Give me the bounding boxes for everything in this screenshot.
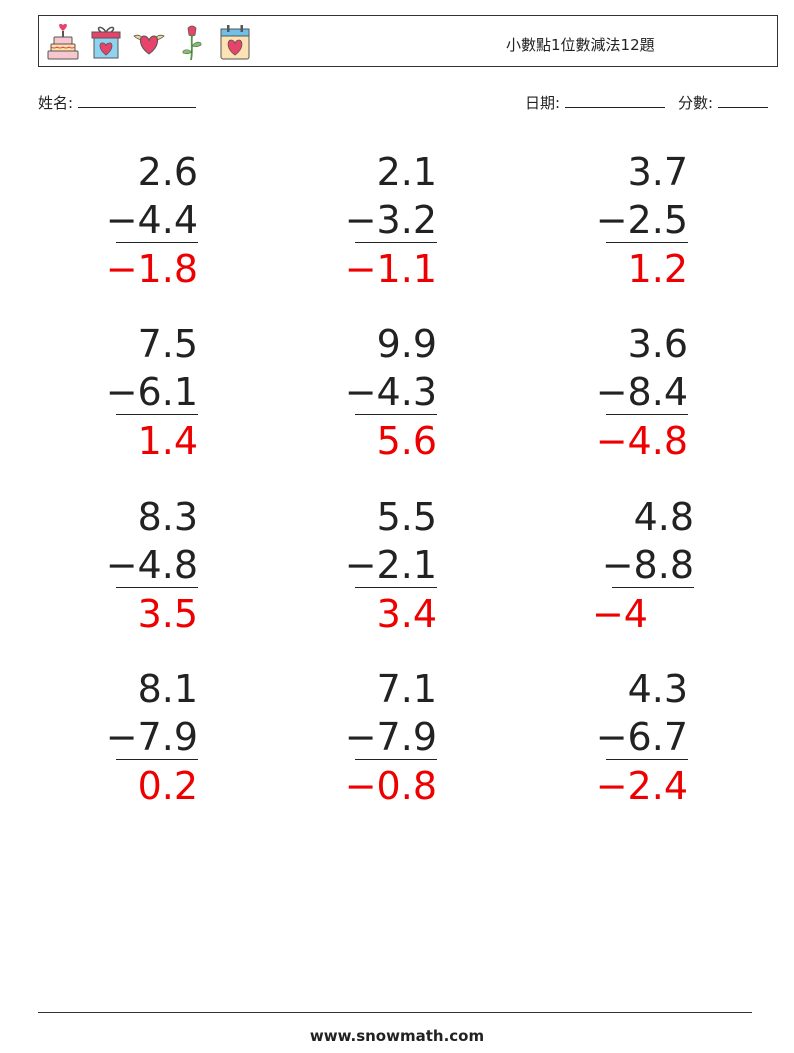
answer: 0.2 [137,764,198,808]
subtrahend: −2.5 [595,198,688,242]
score-label: 分數: [678,94,714,112]
minuend: 8.1 [137,667,198,711]
minuend: 3.7 [627,150,688,194]
date-blank[interactable] [564,93,665,108]
subtrahend: −8.4 [595,370,688,414]
answer-rule [355,414,437,415]
answer-rule [606,414,688,415]
header-icons [46,21,252,63]
answer: 1.2 [627,247,688,291]
footer-site-link[interactable]: www.snowmath.com [309,1027,485,1045]
problem-5: 9.9 −4.3 5.6 [307,320,437,470]
subtrahend: −8.8 [601,543,694,587]
answer-rule [116,587,198,588]
minuend: 2.1 [376,150,437,194]
minuend: 9.9 [376,322,437,366]
minuend: 7.1 [376,667,437,711]
rose-icon [182,25,202,61]
answer: −1.8 [105,247,198,291]
subtrahend: −3.2 [344,198,437,242]
name-label: 姓名: [38,94,74,112]
subtrahend: −4.4 [105,198,198,242]
worksheet-header: 小數點1位數減法12題 [38,15,778,67]
footer-divider [38,1012,752,1013]
answer: −1.1 [344,247,437,291]
answer-rule [355,242,437,243]
problem-2: 2.1 −3.2 −1.1 [307,148,437,298]
score-blank[interactable] [717,93,768,108]
subtrahend: −6.1 [105,370,198,414]
date-field: 日期: [525,92,665,113]
date-label: 日期: [525,94,561,112]
subtrahend: −4.3 [344,370,437,414]
problem-9: 4.8 −8.8 −4 [564,493,694,643]
problem-12: 4.3 −6.7 −2.4 [558,665,688,815]
answer: −4.8 [595,419,688,463]
answer: 5.6 [376,419,437,463]
problem-11: 7.1 −7.9 −0.8 [307,665,437,815]
minuend: 5.5 [376,495,437,539]
worksheet-title: 小數點1位數減法12題 [506,36,655,54]
answer-rule [355,587,437,588]
minuend: 2.6 [137,150,198,194]
problem-1: 2.6 −4.4 −1.8 [68,148,198,298]
answer: 3.5 [137,592,198,636]
cake-icon [47,23,79,60]
answer-rule [355,759,437,760]
name-blank[interactable] [77,93,196,108]
minuend: 4.8 [633,495,694,539]
answer: 3.4 [376,592,437,636]
winged-heart-icon [133,34,165,55]
minuend: 7.5 [137,322,198,366]
answer-rule [116,759,198,760]
problem-3: 3.7 −2.5 1.2 [558,148,688,298]
problem-7: 8.3 −4.8 3.5 [68,493,198,643]
minuend: 4.3 [627,667,688,711]
answer: −2.4 [595,764,688,808]
answer-rule [116,242,198,243]
problem-6: 3.6 −8.4 −4.8 [558,320,688,470]
answer-rule [606,759,688,760]
subtrahend: −2.1 [344,543,437,587]
problem-10: 8.1 −7.9 0.2 [68,665,198,815]
answer: −4 [591,592,648,636]
name-field: 姓名: [38,92,196,113]
gift-box-heart-icon [91,26,121,59]
problem-4: 7.5 −6.1 1.4 [68,320,198,470]
heart-calendar-icon [220,25,250,60]
answer-rule [606,242,688,243]
problem-8: 5.5 −2.1 3.4 [307,493,437,643]
answer: −0.8 [344,764,437,808]
subtrahend: −7.9 [105,715,198,759]
score-field: 分數: [678,92,768,113]
subtrahend: −6.7 [595,715,688,759]
answer-rule [116,414,198,415]
answer: 1.4 [137,419,198,463]
minuend: 3.6 [627,322,688,366]
subtrahend: −7.9 [344,715,437,759]
minuend: 8.3 [137,495,198,539]
subtrahend: −4.8 [105,543,198,587]
answer-rule [612,587,694,588]
